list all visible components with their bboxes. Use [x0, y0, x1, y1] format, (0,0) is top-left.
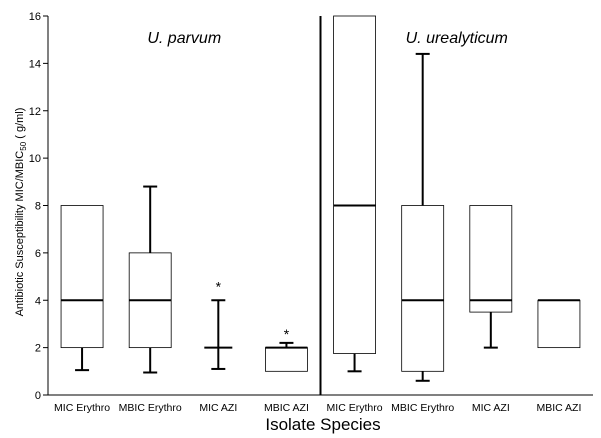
- x-tick-label: MIC AZI: [472, 402, 510, 414]
- box-plot-mbic-erythro: MBIC Erythro: [391, 52, 454, 414]
- iqr-box: [469, 205, 513, 313]
- box-plot-mic-erythro: MIC Erythro: [54, 205, 110, 414]
- box-plot-mbic-azi: MBIC AZI *: [264, 326, 309, 414]
- y-axis-title-main: Antibiotic Susceptibility MIC/MBIC: [14, 151, 26, 317]
- iqr-box: [265, 347, 308, 372]
- x-tick-label: MIC AZI: [199, 402, 237, 414]
- y-axis-title-unit: ( g/ml): [14, 108, 26, 142]
- outlier-marker: *: [284, 326, 290, 342]
- box-plot-mic-azi: MIC AZI *: [199, 279, 237, 414]
- y-tick-label: 10: [29, 153, 41, 165]
- boxes: MIC Erythro MBIC Erythro MIC AZI * MBIC AZI *…: [54, 15, 581, 414]
- y-tick-label: 6: [35, 248, 41, 260]
- y-axis-title-subscript: 50: [19, 141, 28, 150]
- x-tick-label: MBIC Erythro: [119, 402, 182, 414]
- x-tick-label: MIC Erythro: [327, 402, 383, 414]
- y-tick-label: 4: [35, 295, 41, 307]
- box-plot-mbic-erythro: MBIC Erythro: [119, 185, 182, 414]
- y-tick-label: 14: [29, 58, 41, 70]
- x-tick-label: MBIC Erythro: [391, 402, 454, 414]
- group-label-u-parvum: U. parvum: [147, 30, 221, 47]
- x-tick-label: MIC Erythro: [54, 402, 110, 414]
- box-plot-mic-erythro: MIC Erythro: [327, 15, 383, 414]
- axes: 0 2 4 6 8 10 12 14 16: [29, 11, 593, 402]
- x-tick-label: MBIC AZI: [264, 402, 309, 414]
- y-tick-label: 12: [29, 106, 41, 118]
- box-plot-mic-azi: MIC AZI: [469, 205, 513, 414]
- x-tick-label: MBIC AZI: [536, 402, 581, 414]
- iqr-box: [401, 205, 445, 372]
- iqr-box: [537, 299, 581, 349]
- y-tick-label: 2: [35, 343, 41, 355]
- y-axis-title: Antibiotic Susceptibility MIC/MBIC50 ( g…: [14, 108, 28, 317]
- y-tick-label: 0: [35, 390, 41, 402]
- iqr-box: [333, 15, 376, 354]
- box-plot-mbic-azi: MBIC AZI: [536, 299, 581, 414]
- y-tick-label: 8: [35, 201, 41, 213]
- group-label-u-urealyticum: U. urealyticum: [406, 30, 508, 47]
- group-labels: U. parvum U. urealyticum: [147, 30, 508, 47]
- outlier-marker: *: [216, 279, 222, 295]
- x-axis-title: Isolate Species: [265, 415, 380, 434]
- iqr-box: [60, 205, 104, 349]
- y-tick-label: 16: [29, 11, 41, 23]
